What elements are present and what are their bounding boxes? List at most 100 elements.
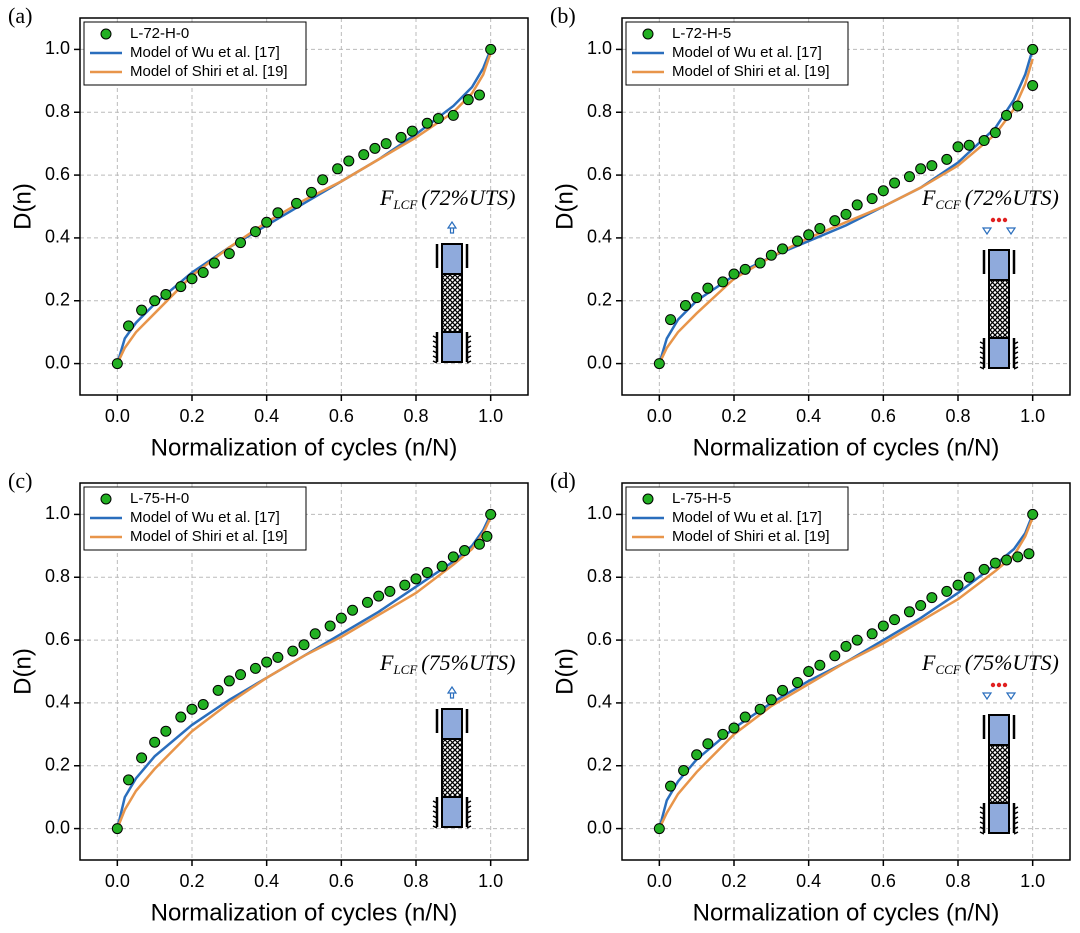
- data-point: [369, 142, 381, 154]
- x-axis-title: Normalization of cycles (n/N): [693, 434, 1000, 461]
- data-point: [436, 560, 448, 572]
- data-point: [399, 579, 411, 591]
- data-point: [261, 216, 273, 228]
- panel-label: (c): [8, 468, 32, 493]
- data-point: [1001, 554, 1013, 566]
- data-point: [481, 530, 493, 542]
- x-axis-title: Normalization of cycles (n/N): [151, 899, 458, 926]
- data-point: [123, 320, 135, 332]
- icon-dot: [996, 682, 1002, 688]
- data-point: [298, 639, 310, 651]
- annotation-subscript: CCF: [935, 197, 961, 212]
- data-point: [123, 774, 135, 786]
- data-point: [421, 567, 433, 579]
- data-point: [309, 628, 321, 640]
- data-point: [317, 174, 329, 186]
- y-tick-label: 0.2: [587, 755, 612, 775]
- icon-serration: [979, 806, 1019, 835]
- x-tick-label: 0.6: [329, 406, 354, 426]
- icon-grip: [988, 802, 1010, 834]
- data-point: [223, 675, 235, 687]
- icon-dot: [1002, 682, 1008, 688]
- data-point: [358, 149, 370, 161]
- x-tick-label: 0.0: [105, 406, 130, 426]
- x-tick-label: 1.0: [1020, 406, 1045, 426]
- y-tick-label: 1.0: [45, 38, 70, 58]
- icon-dot: [996, 217, 1002, 223]
- data-point: [1027, 80, 1039, 92]
- annotation-subscript: LCF: [392, 197, 418, 212]
- data-point: [1023, 548, 1035, 560]
- y-tick-label: 0.0: [45, 352, 70, 372]
- data-point: [754, 257, 766, 269]
- y-tick-label: 0.8: [587, 101, 612, 121]
- data-point: [739, 711, 751, 723]
- data-point: [235, 669, 247, 681]
- model-line: [116, 48, 492, 364]
- plot-frame: [621, 482, 1071, 861]
- icon-grip: [441, 796, 463, 828]
- data-point: [691, 749, 703, 761]
- data-point: [160, 725, 172, 737]
- data-point: [249, 662, 261, 674]
- icon-arrow: [1005, 692, 1017, 701]
- data-point: [462, 94, 474, 106]
- data-point: [305, 186, 317, 198]
- legend-marker: [100, 28, 112, 40]
- data-point: [249, 226, 261, 238]
- data-point: [678, 764, 690, 776]
- x-tick-label: 1.0: [478, 871, 503, 891]
- data-point: [473, 538, 485, 550]
- annotation-subscript: CCF: [935, 662, 961, 677]
- x-tick-label: 0.0: [647, 871, 672, 891]
- legend-label: Model of Wu et al. [17]: [672, 509, 822, 526]
- icon-grip: [441, 243, 463, 275]
- data-point: [272, 207, 284, 219]
- data-point: [915, 163, 927, 175]
- data-point: [952, 141, 964, 153]
- legend-label: L-72-H-0: [130, 25, 189, 42]
- data-point: [989, 557, 1001, 569]
- data-point: [473, 89, 485, 101]
- data-point: [866, 193, 878, 205]
- specimen-icon: [979, 682, 1019, 835]
- data-point: [1001, 109, 1013, 121]
- data-point: [485, 508, 497, 520]
- icon-gauge: [441, 738, 463, 798]
- plot-frame: [621, 17, 1071, 396]
- data-point: [485, 43, 497, 55]
- data-point: [926, 160, 938, 172]
- data-point: [447, 109, 459, 121]
- legend-label: L-75-H-5: [672, 490, 731, 507]
- legend-label: L-72-H-5: [672, 25, 731, 42]
- data-point: [889, 177, 901, 189]
- data-point: [777, 243, 789, 255]
- icon-dot: [1002, 217, 1008, 223]
- panel: 0.0 0.2 0.4 0.6 0.8 1.0 0.0 0.2 0.4 0.6 0.8 1.0 Norm…: [550, 468, 1071, 926]
- data-point: [989, 127, 1001, 139]
- y-tick-label: 0.2: [45, 290, 70, 310]
- y-tick-label: 0.4: [587, 227, 612, 247]
- x-tick-label: 0.6: [871, 406, 896, 426]
- data-point: [791, 676, 803, 688]
- data-point: [197, 266, 209, 278]
- data-point: [212, 684, 224, 696]
- data-point: [717, 276, 729, 288]
- x-tick-label: 0.8: [945, 406, 970, 426]
- data-point: [410, 573, 422, 585]
- data-point: [406, 125, 418, 137]
- x-tick-label: 0.6: [329, 871, 354, 891]
- data-point: [223, 248, 235, 260]
- legend-label: Model of Shiri et al. [19]: [130, 63, 288, 80]
- data-point: [175, 281, 187, 293]
- y-tick-label: 0.8: [45, 566, 70, 586]
- y-tick-label: 0.0: [587, 817, 612, 837]
- data-point: [941, 585, 953, 597]
- data-point: [814, 659, 826, 671]
- data-point: [380, 138, 392, 150]
- x-tick-label: 1.0: [478, 406, 503, 426]
- x-tick-label: 0.4: [796, 406, 821, 426]
- x-tick-label: 0.4: [796, 871, 821, 891]
- data-point: [347, 604, 359, 616]
